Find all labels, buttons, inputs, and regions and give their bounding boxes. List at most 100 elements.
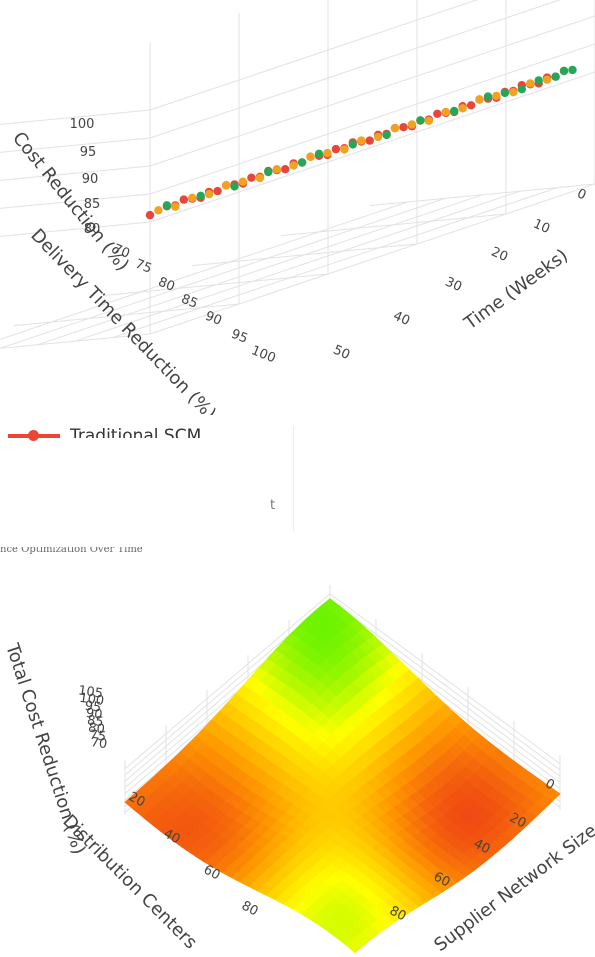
surface-z-tick: 85	[86, 713, 104, 730]
scatter-grid-line	[149, 15, 595, 167]
scatter-z-tick: 95	[80, 145, 97, 160]
scatter-point	[568, 65, 577, 75]
scatter-gridlines	[0, 0, 595, 349]
scatter-grid-line	[0, 221, 151, 237]
scatter-z-axis-title: Cost Reduction (%)	[8, 128, 133, 275]
surface-y-tick: 20	[126, 789, 148, 810]
scatter-x-tick: 50	[331, 343, 352, 363]
scatter-point	[466, 101, 476, 110]
scatter-point	[357, 136, 366, 145]
scatter-point	[365, 136, 374, 145]
scatter-point	[221, 181, 231, 190]
legend-marker-traditional	[28, 430, 39, 441]
scatter-y-tick: 85	[179, 292, 200, 312]
scatter-grid-line	[102, 273, 329, 297]
scatter-grid-line	[0, 109, 151, 125]
scatter-point	[390, 124, 400, 133]
scatter-point	[509, 88, 518, 97]
surface-x-tick: 80	[387, 903, 409, 924]
scatter-point	[297, 158, 307, 167]
surface-z-tick: 80	[87, 720, 105, 737]
scatter-point	[188, 193, 197, 202]
scatter-point	[500, 88, 510, 98]
scatter-point	[264, 167, 273, 177]
scatter-point	[340, 145, 349, 154]
scatter-y-tick: 75	[133, 257, 154, 277]
surface-x-tick: 20	[507, 810, 529, 831]
surface-patch	[345, 937, 364, 954]
scatter-z-tick: 100	[70, 117, 95, 132]
scatter-y-tick: 100	[249, 343, 278, 366]
scatter-point	[492, 91, 501, 101]
scatter-grid-line	[112, 187, 558, 339]
scatter-x-axis-title: Time (Weeks)	[460, 245, 572, 335]
scatter-point	[213, 186, 222, 196]
scatter-point	[534, 76, 543, 85]
scatter-point	[204, 189, 214, 199]
scatter-grid-line	[13, 303, 240, 327]
scatter-point	[247, 173, 256, 182]
scatter-z-tick: 85	[84, 197, 101, 212]
scatter-point	[526, 79, 535, 88]
scatter-point	[450, 106, 459, 116]
scatter-grid-line	[0, 197, 446, 349]
scatter-point	[281, 165, 290, 174]
scatter-point	[289, 161, 298, 170]
scatter-x-tick: 0	[575, 186, 589, 203]
scatter-point	[255, 173, 265, 183]
scatter-point	[517, 85, 526, 94]
scatter-x-tick: 10	[531, 217, 552, 237]
scatter-point	[230, 182, 239, 191]
scatter-point	[314, 149, 324, 158]
scatter-point	[424, 116, 433, 126]
scatter-point	[416, 116, 425, 125]
surface-y-tick: 60	[201, 862, 223, 883]
scatter-grid-line	[37, 194, 483, 346]
scatter-point	[323, 148, 332, 158]
scatter-grid-line	[0, 165, 151, 181]
scatter-grid-line	[0, 193, 151, 209]
surface-z-tick: 100	[78, 691, 105, 709]
scatter-grid-line	[0, 137, 151, 153]
scatter-point	[433, 109, 442, 119]
scatter-grid-line	[149, 183, 595, 335]
scatter-point	[559, 66, 569, 76]
scatter-grid-line	[0, 201, 408, 340]
legend-label-traditional[interactable]: Traditional SCM	[70, 426, 202, 438]
scatter-point	[441, 107, 450, 117]
scatter-legend: Traditional SCM t	[8, 426, 294, 532]
scatter-grid-line	[369, 183, 595, 207]
scatter-y-tick: 80	[156, 275, 177, 295]
scatter-point	[483, 92, 493, 101]
scatter-grid-line	[149, 43, 595, 195]
scatter-grid-line	[0, 333, 151, 349]
scatter-z-tick: 80	[84, 222, 101, 237]
scatter-point	[373, 132, 383, 142]
scatter-point	[306, 152, 315, 161]
surface-z-tick: 75	[88, 728, 106, 745]
scatter-point	[196, 191, 205, 200]
scatter-point	[331, 144, 341, 154]
scatter-y-tick: 90	[203, 309, 224, 329]
scatter-point	[407, 120, 417, 129]
scatter-point	[542, 75, 552, 84]
surface-y-tick: 40	[161, 826, 183, 847]
scatter-grid-line	[149, 0, 561, 139]
scatter-point	[238, 177, 248, 186]
surface-x-tick: 60	[431, 869, 453, 890]
surface-z-tick: 105	[77, 683, 104, 701]
scatter-point	[475, 95, 484, 104]
scatter-y-tick: 95	[229, 327, 250, 347]
scatter-grid-line	[149, 0, 478, 111]
surface-subtitle: nce Optimization Over Time	[0, 547, 143, 555]
scatter-grid-line	[149, 71, 595, 223]
scatter-x-tick: 20	[489, 245, 510, 265]
scatter-point	[382, 130, 391, 140]
scatter-point	[179, 195, 188, 204]
scatter-grid-line	[191, 243, 418, 267]
scatter-point	[171, 202, 180, 211]
scatter-point	[348, 140, 357, 149]
